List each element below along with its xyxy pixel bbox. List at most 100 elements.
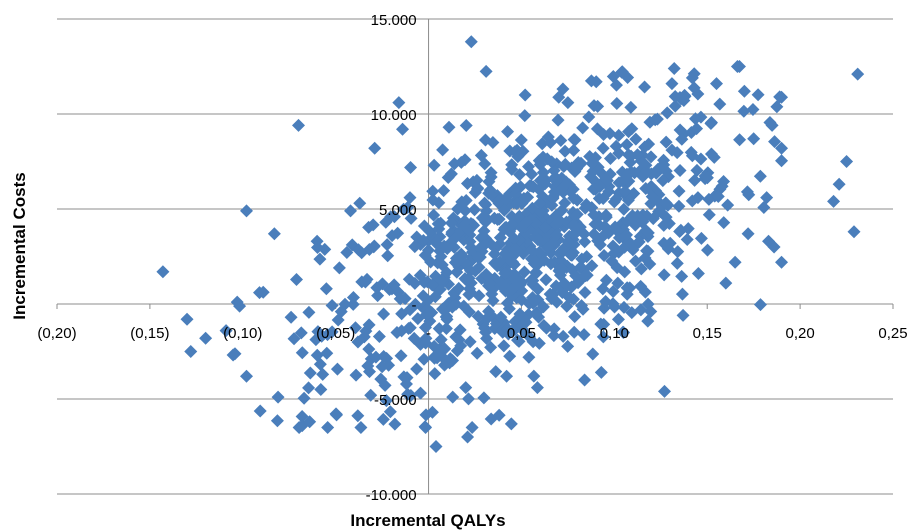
data-point bbox=[368, 141, 382, 155]
x-axis-title: Incremental QALYs bbox=[350, 511, 505, 530]
data-point bbox=[349, 321, 363, 335]
data-point bbox=[294, 326, 308, 340]
data-point bbox=[610, 97, 624, 111]
data-point bbox=[454, 339, 468, 353]
data-point bbox=[472, 260, 486, 274]
data-point bbox=[493, 277, 507, 291]
data-point bbox=[534, 205, 548, 219]
data-point bbox=[522, 350, 536, 364]
data-point bbox=[567, 191, 581, 205]
data-point bbox=[493, 255, 507, 269]
data-point bbox=[477, 391, 491, 405]
data-point bbox=[511, 277, 525, 291]
data-point bbox=[362, 342, 376, 356]
data-point bbox=[596, 330, 610, 344]
data-point bbox=[431, 217, 445, 231]
data-point bbox=[442, 120, 456, 134]
data-point bbox=[659, 135, 673, 149]
data-point bbox=[775, 141, 789, 155]
data-point bbox=[435, 302, 449, 316]
data-point bbox=[427, 158, 441, 172]
data-point bbox=[184, 345, 198, 358]
data-point bbox=[704, 117, 718, 130]
data-point bbox=[670, 256, 684, 270]
data-point bbox=[571, 223, 585, 237]
data-point bbox=[728, 255, 742, 269]
data-point bbox=[557, 276, 571, 290]
data-point bbox=[563, 291, 577, 305]
data-point bbox=[388, 417, 402, 431]
data-point bbox=[617, 326, 631, 339]
data-point bbox=[531, 233, 545, 247]
data-point bbox=[310, 234, 324, 248]
data-point bbox=[470, 346, 484, 360]
data-point bbox=[429, 440, 443, 453]
data-point bbox=[360, 272, 374, 286]
data-point bbox=[775, 154, 789, 168]
data-point bbox=[334, 305, 348, 319]
y-tick-label: - bbox=[412, 297, 417, 314]
data-point bbox=[459, 118, 473, 132]
data-point bbox=[484, 412, 498, 426]
data-point bbox=[594, 365, 608, 379]
data-point bbox=[641, 226, 655, 240]
data-point bbox=[582, 110, 596, 124]
data-point bbox=[737, 84, 751, 98]
data-point bbox=[626, 211, 640, 225]
data-point bbox=[419, 421, 433, 434]
data-point bbox=[344, 204, 358, 218]
data-point bbox=[538, 221, 552, 235]
data-point bbox=[461, 430, 475, 444]
data-point bbox=[608, 300, 622, 314]
data-point bbox=[290, 272, 304, 286]
data-point bbox=[330, 362, 344, 376]
data-point bbox=[561, 339, 575, 353]
data-point bbox=[552, 264, 566, 278]
data-point bbox=[675, 287, 689, 301]
data-point bbox=[501, 125, 515, 139]
data-point bbox=[416, 233, 430, 247]
data-point bbox=[548, 170, 562, 184]
data-point bbox=[851, 67, 865, 81]
data-point bbox=[528, 294, 542, 308]
data-point bbox=[444, 216, 458, 230]
data-point bbox=[522, 160, 536, 174]
data-point bbox=[501, 322, 515, 336]
data-point bbox=[325, 299, 339, 313]
data-point bbox=[622, 174, 636, 188]
data-point bbox=[617, 202, 631, 216]
data-point bbox=[462, 392, 476, 406]
data-point bbox=[685, 149, 699, 163]
data-point bbox=[474, 148, 488, 162]
data-point bbox=[665, 143, 679, 157]
data-point bbox=[380, 238, 394, 252]
data-point bbox=[624, 149, 638, 163]
data-point bbox=[757, 200, 771, 214]
data-point bbox=[399, 377, 413, 391]
data-point bbox=[267, 227, 281, 241]
data-point bbox=[397, 202, 411, 216]
data-point bbox=[586, 164, 600, 178]
data-point bbox=[440, 242, 454, 256]
data-point bbox=[620, 138, 634, 152]
data-point bbox=[316, 367, 330, 381]
data-point bbox=[530, 306, 544, 320]
data-point bbox=[428, 367, 442, 381]
data-point bbox=[362, 318, 376, 332]
data-point bbox=[575, 252, 589, 266]
data-point bbox=[765, 118, 779, 132]
data-point bbox=[403, 191, 417, 205]
data-point bbox=[596, 282, 610, 296]
data-point bbox=[648, 113, 662, 127]
data-point bbox=[620, 228, 634, 242]
data-point bbox=[378, 378, 392, 392]
data-point bbox=[437, 271, 451, 285]
data-point bbox=[547, 322, 561, 336]
data-point bbox=[507, 258, 521, 272]
data-point bbox=[612, 128, 626, 142]
data-point bbox=[568, 310, 582, 324]
data-point bbox=[452, 281, 466, 295]
data-point bbox=[371, 289, 385, 303]
data-point bbox=[553, 214, 567, 228]
data-point bbox=[701, 243, 715, 257]
